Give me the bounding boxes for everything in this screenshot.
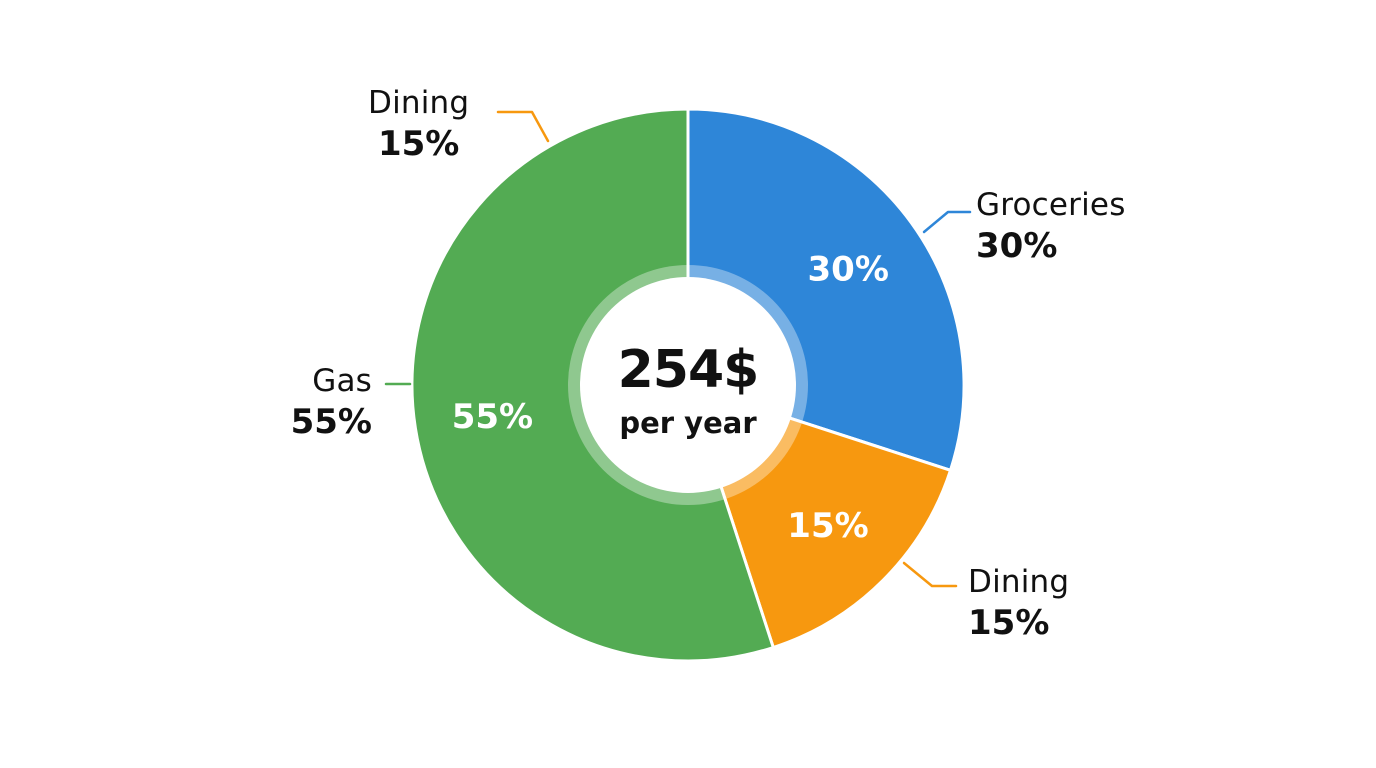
leader-groceries (922, 210, 972, 234)
gas-callout-name: Gas (312, 363, 372, 399)
leader-line-group (384, 110, 972, 588)
center-hole (580, 277, 796, 493)
gas-callout-pct: 55% (290, 402, 372, 442)
center-ring (568, 265, 808, 505)
groceries-callout-pct: 30% (976, 226, 1058, 266)
inner-label-group: 30% 15% 55% (452, 250, 889, 546)
slice-label-dining: 15% (787, 506, 868, 546)
leader-dining-top (496, 110, 550, 143)
dining-callout: Dining 15% (968, 564, 1070, 643)
dining-top-callout-name: Dining (368, 85, 470, 121)
dining-top-callout-pct: 15% (377, 124, 460, 164)
dining-callout-pct: 15% (968, 603, 1050, 643)
groceries-callout-name: Groceries (976, 187, 1126, 223)
dining-top-callout: Dining 15% (368, 85, 470, 164)
leader-dining (902, 561, 958, 588)
slice-label-groceries: 30% (808, 250, 889, 290)
center-value: 254$ (617, 340, 760, 400)
slice-label-gas: 55% (452, 397, 533, 437)
groceries-callout: Groceries 30% (976, 187, 1126, 266)
center-caption: per year (619, 406, 757, 440)
dining-callout-name: Dining (968, 564, 1070, 600)
gas-callout: Gas 55% (290, 363, 372, 442)
